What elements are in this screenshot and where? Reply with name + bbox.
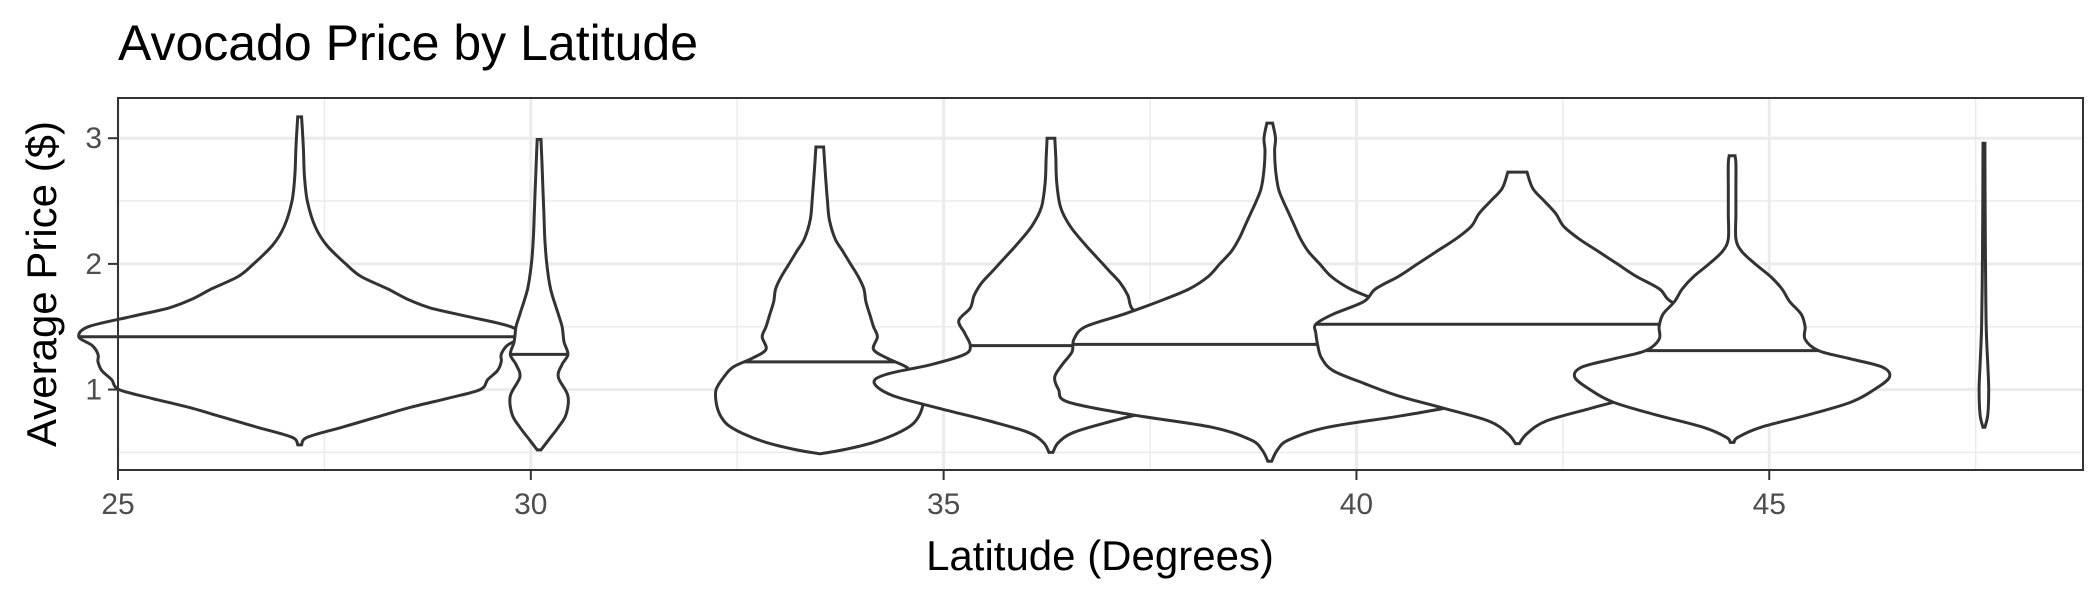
violin-6 [1572,154,1892,444]
x-tick-label: 45 [1753,488,1786,521]
violin-1 [508,138,570,452]
violins [77,115,1991,463]
chart-title: Avocado Price by Latitude [118,15,698,71]
y-tick-label: 1 [85,374,102,407]
violin-2 [713,145,926,456]
y-axis: 1 2 3 [85,122,118,407]
violin-0 [77,115,523,447]
y-tick-label: 3 [85,122,102,155]
y-axis-title: Average Price ($) [18,121,65,447]
x-tick-label: 35 [927,488,960,521]
x-tick-label: 25 [101,488,134,521]
x-axis-title: Latitude (Degrees) [926,532,1274,579]
x-tick-label: 40 [1340,488,1373,521]
violin-7 [1977,141,1991,429]
x-axis: 25 30 35 40 45 [101,470,1786,521]
x-tick-label: 30 [514,488,547,521]
plot-panel [117,97,2084,471]
y-tick-label: 2 [85,248,102,281]
